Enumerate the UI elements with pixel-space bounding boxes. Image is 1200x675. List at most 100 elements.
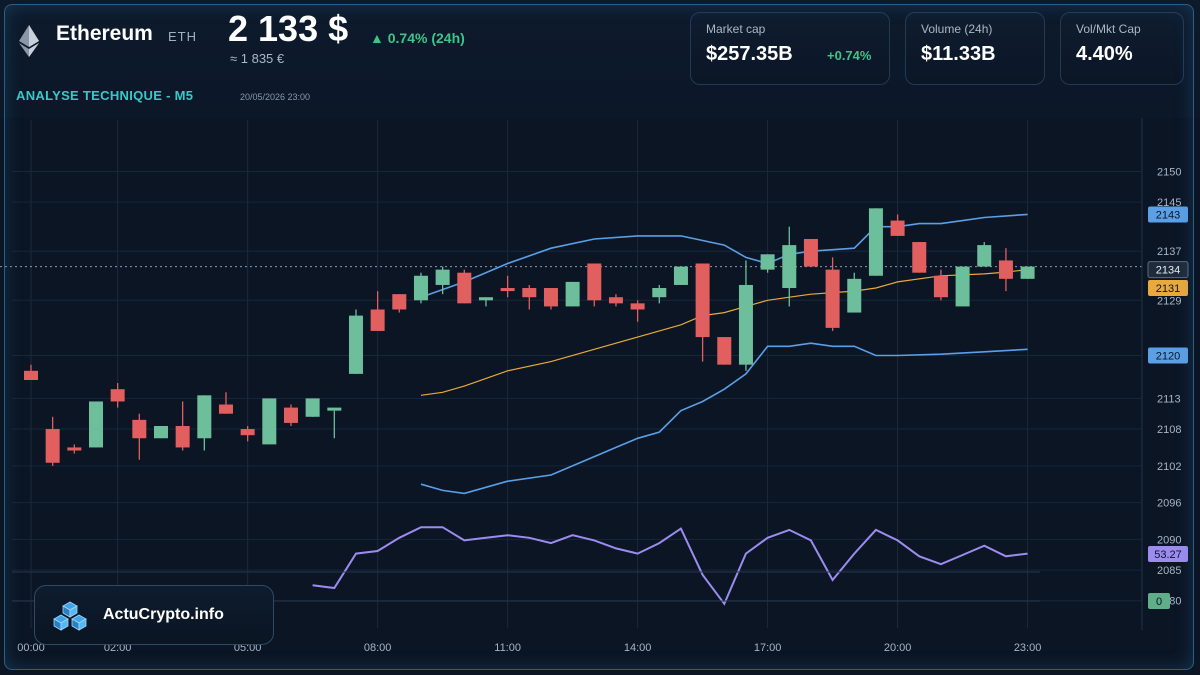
candle-body — [868, 208, 883, 276]
indicator-label-box-1 — [1148, 593, 1170, 609]
candle-body — [413, 275, 428, 301]
x-tick-label-3: 08:00 — [364, 642, 392, 654]
price-label-text-2: 2131 — [1156, 283, 1180, 295]
bollinger-upper-line — [420, 213, 1028, 298]
candle-23 — [522, 284, 537, 310]
candle-body — [847, 278, 862, 313]
price-labels: 2143 2134 2131 2120 53.27 0 — [1147, 206, 1189, 609]
candle-body — [327, 407, 342, 411]
candle-42 — [933, 269, 948, 301]
brand-badge: ActuCrypto.info — [34, 585, 274, 645]
candle-17 — [392, 294, 407, 313]
candle-body — [478, 297, 493, 301]
price-eur: ≈ 1 835 € — [230, 51, 285, 66]
brand-name: ActuCrypto.info — [103, 606, 224, 623]
candle-6 — [153, 425, 168, 439]
candle-39 — [868, 208, 883, 276]
x-tick-label-4: 11:00 — [494, 642, 521, 654]
y-tick-label-10: 2145 — [1157, 197, 1181, 209]
x-tick-label-5: 14:00 — [624, 642, 652, 654]
x-tick-label-0: 00:00 — [17, 642, 45, 654]
current-price: 2 133 $ — [228, 8, 349, 49]
price-change-24h: ▲ 0.74% (24h) — [370, 30, 465, 46]
candle-body — [132, 419, 147, 439]
candle-43 — [955, 266, 970, 307]
coin-symbol: ETH — [168, 29, 197, 44]
candle-45 — [998, 248, 1013, 292]
candle-body — [283, 407, 298, 423]
candle-8 — [197, 395, 212, 451]
candle-30 — [673, 266, 688, 285]
market-cap-value: $257.35B — [706, 43, 793, 65]
candle-29 — [652, 284, 667, 304]
rsi-path — [312, 526, 1028, 606]
candle-14 — [327, 407, 342, 439]
candle-body — [522, 288, 537, 298]
candle-3 — [88, 401, 103, 448]
x-tick-label-8: 23:00 — [1014, 642, 1042, 654]
candle-body — [760, 254, 775, 270]
indicator-label-text-1: 0 — [1156, 596, 1162, 608]
candle-0 — [24, 364, 38, 380]
candle-body — [695, 263, 710, 338]
candle-37 — [825, 257, 840, 331]
candle-20 — [457, 269, 472, 304]
candle-body — [998, 260, 1013, 279]
y-tick-label-2: 2090 — [1157, 534, 1181, 546]
x-tick-label-1: 02:00 — [104, 642, 132, 654]
candle-body — [45, 429, 60, 463]
candle-body — [652, 288, 667, 298]
candle-body — [587, 263, 602, 301]
bollinger-lower-line — [420, 342, 1028, 495]
analysis-date: 20/05/2026 23:00 — [240, 92, 311, 102]
candle-body — [435, 269, 450, 285]
y-tick-label-1: 2085 — [1157, 565, 1181, 577]
market-cap-card: Market cap $257.35B +0.74% — [690, 12, 890, 85]
candle-body — [67, 447, 82, 451]
moving-average-line — [420, 269, 1028, 396]
candle-15 — [348, 309, 363, 374]
candle-31 — [695, 263, 710, 362]
candle-35 — [782, 226, 797, 307]
candle-body — [262, 398, 277, 445]
vol-mkt-cap-card: Vol/Mkt Cap 4.40% — [1060, 12, 1184, 85]
y-tick-label-9: 2137 — [1157, 246, 1181, 258]
candle-16 — [370, 291, 385, 331]
candle-body — [933, 275, 948, 298]
candle-7 — [175, 401, 190, 451]
volume-card: Volume (24h) $11.33B — [905, 12, 1045, 85]
y-tick-label-6: 2113 — [1157, 393, 1181, 405]
price-label-text-1: 2134 — [1156, 265, 1180, 277]
candle-body — [500, 288, 515, 292]
candle-body — [543, 288, 558, 307]
candle-1 — [45, 416, 60, 466]
candle-body — [175, 425, 190, 448]
candle-body — [240, 429, 255, 436]
candle-body — [608, 297, 623, 304]
candle-body — [912, 242, 927, 273]
candle-25 — [565, 281, 580, 307]
candle-33 — [738, 260, 753, 371]
candle-body — [565, 281, 580, 307]
y-tick-label-11: 2150 — [1157, 167, 1181, 179]
candle-body — [825, 269, 840, 328]
candle-body — [348, 315, 363, 374]
x-tick-label-6: 17:00 — [754, 642, 782, 654]
x-tick-label-7: 20:00 — [884, 642, 912, 654]
candle-body — [370, 309, 385, 331]
candle-body — [24, 370, 38, 380]
candles — [24, 208, 1035, 466]
candle-2 — [67, 444, 82, 454]
candle-26 — [587, 263, 602, 307]
candle-body — [1020, 266, 1035, 279]
market-cap-change: +0.74% — [827, 48, 872, 63]
candle-9 — [218, 392, 233, 414]
x-tick-label-2: 05:00 — [234, 642, 262, 654]
indicator-label-text-0: 53.27 — [1154, 549, 1182, 561]
candle-body — [717, 337, 732, 365]
candle-4 — [110, 383, 125, 408]
price-label-box-1 — [1147, 261, 1189, 279]
candle-28 — [630, 300, 645, 322]
volume-label: Volume (24h) — [921, 22, 993, 36]
